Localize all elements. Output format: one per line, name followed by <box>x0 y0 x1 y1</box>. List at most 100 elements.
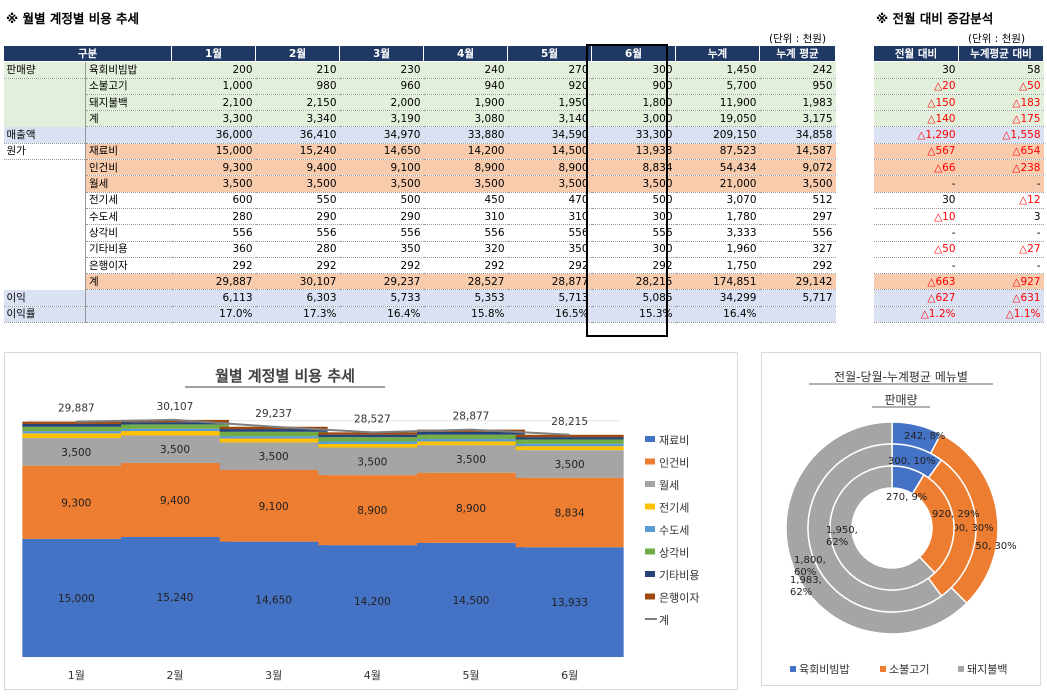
table-cell: 17.0% <box>171 306 256 324</box>
table-cell: 350 <box>507 241 592 258</box>
table-cell: 2,150 <box>255 94 340 112</box>
table-cell: 6,303 <box>255 289 340 307</box>
x-tick-label: 1월 <box>68 669 85 682</box>
table-cell: 920 <box>507 78 592 95</box>
table-row: 소불고기 1,000 980 960 940 920 900 5,700 950 <box>3 78 836 95</box>
table-cell: 1,960 <box>675 241 760 258</box>
bar-label: 14,500 <box>453 595 490 607</box>
table-cell: 15,240 <box>255 143 340 161</box>
bar-은행이자 <box>22 421 131 424</box>
table-cell: 940 <box>423 78 508 95</box>
header-month: 1월 <box>171 44 256 63</box>
legend-label: 수도세 <box>659 524 689 537</box>
row-category: 이익 <box>3 289 86 307</box>
row-subcategory: 인건비 <box>85 159 172 177</box>
table-row: 월세 3,500 3,500 3,500 3,500 3,500 3,500 21,000 3,… <box>3 175 836 193</box>
table-cell: 556 <box>255 224 340 242</box>
bar-상각비 <box>515 439 624 444</box>
legend-swatch <box>645 526 655 532</box>
header-month: 3월 <box>339 44 424 63</box>
table-row: 이익 6,113 6,303 5,733 5,353 5,713 5,085 34,299 5,… <box>3 289 836 307</box>
table-row: △1,290 △1,558 <box>873 126 1044 144</box>
row-subcategory: 육회비빔밥 <box>85 61 172 79</box>
table-cell: 174,851 <box>675 273 760 291</box>
legend-label: 재료비 <box>659 434 689 447</box>
row-category <box>3 273 86 290</box>
table-cell: 230 <box>339 61 424 79</box>
legend-label: 돼지불백 <box>967 663 1007 676</box>
bar-수도세 <box>417 439 525 442</box>
stacked-bar-chart: 월별 계정별 비용 추세 15,000 9,300 3,500 29,887 1월 15,2… <box>22 367 699 682</box>
table-cell: 950 <box>759 78 836 95</box>
main-table-title: ※ 월별 계정별 비용 추세 <box>6 11 140 26</box>
table-row: -- <box>873 175 1044 193</box>
bar-인건비 <box>121 462 229 537</box>
table-cell: 292 <box>339 257 424 275</box>
row-category: 매출액 <box>3 126 86 144</box>
donut-chart-panel: 전월-당월-누계평균 메뉴별 판매량 242, 8% 950, 30% 1,983, 62… <box>761 352 1041 686</box>
row-subcategory: 전기세 <box>85 192 172 209</box>
donut-label: 900, 30% <box>946 523 994 534</box>
vs-avg-cell: △654 <box>958 143 1044 161</box>
table-cell: 209,150 <box>675 126 760 144</box>
table-cell: 87,523 <box>675 143 760 161</box>
header-total: 누계 <box>675 44 760 63</box>
x-tick-label: 6월 <box>561 669 578 682</box>
bar-label: 15,240 <box>157 592 194 604</box>
table-cell: 240 <box>423 61 508 79</box>
table-cell: 280 <box>255 241 340 258</box>
bar-label: 3,500 <box>160 444 190 456</box>
table-cell: 360 <box>171 241 256 258</box>
bar-label: 9,400 <box>160 495 190 507</box>
table-cell: 300 <box>591 241 676 258</box>
table-cell: 8,900 <box>423 159 508 177</box>
table-cell: 14,650 <box>339 143 424 161</box>
table-cell: 3,500 <box>507 175 592 193</box>
row-subcategory: 월세 <box>85 175 172 193</box>
table-cell: 34,590 <box>507 126 592 144</box>
table-row: △50 △27 <box>873 241 1044 258</box>
vs-avg-cell: 3 <box>958 208 1044 226</box>
mom-cell: △150 <box>873 94 959 112</box>
donut-label: 300, 10% <box>888 456 936 467</box>
row-category <box>3 94 86 111</box>
table-cell: 5,353 <box>423 289 508 307</box>
row-category <box>3 224 86 242</box>
table-cell: 3,340 <box>255 110 340 128</box>
bar-기타비용 <box>318 434 427 438</box>
table-cell: 3,500 <box>423 175 508 193</box>
bar-인건비 <box>219 469 328 542</box>
donut-slice-돼지불백 <box>829 465 936 591</box>
table-cell: 292 <box>591 257 676 275</box>
table-cell: 13,933 <box>591 143 676 161</box>
table-cell: 470 <box>507 192 592 209</box>
row-category <box>3 208 86 225</box>
mom-cell: △140 <box>873 110 959 128</box>
table-row: 계 29,887 30,107 29,237 28,527 28,877 28,215 174… <box>3 273 836 291</box>
stacked-bar-chart-panel: 월별 계정별 비용 추세 15,000 9,300 3,500 29,887 1월 15,2… <box>4 352 738 690</box>
table-row: △20 △50 <box>873 78 1044 95</box>
table-cell: 33,880 <box>423 126 508 144</box>
table-cell: 33,300 <box>591 126 676 144</box>
bar-상각비 <box>219 431 328 437</box>
table-row: 인건비 9,300 9,400 9,100 8,900 8,900 8,834 54,434 9… <box>3 159 836 177</box>
table-cell: 54,434 <box>675 159 760 177</box>
table-cell: 500 <box>591 192 676 209</box>
row-category <box>3 257 86 274</box>
bar-은행이자 <box>515 434 624 438</box>
bar-재료비 <box>417 542 525 657</box>
legend-label: 월세 <box>659 479 679 492</box>
table-row: 계 3,300 3,340 3,190 3,080 3,140 3,000 19,050 3,1… <box>3 110 836 128</box>
total-line <box>76 418 570 436</box>
bar-월세 <box>318 447 427 476</box>
table-cell: 15.8% <box>423 306 508 324</box>
table-cell: 8,834 <box>591 159 676 177</box>
bar-상각비 <box>417 434 525 440</box>
vs-avg-cell: △12 <box>958 192 1044 209</box>
table-cell: 210 <box>255 61 340 79</box>
table-cell: 29,887 <box>171 273 256 291</box>
table-row: 판매량 육회비빔밥 200 210 230 240 270 300 1,450 242 <box>3 61 836 79</box>
table-cell: 242 <box>759 61 836 79</box>
table-cell: 16.5% <box>507 306 592 324</box>
